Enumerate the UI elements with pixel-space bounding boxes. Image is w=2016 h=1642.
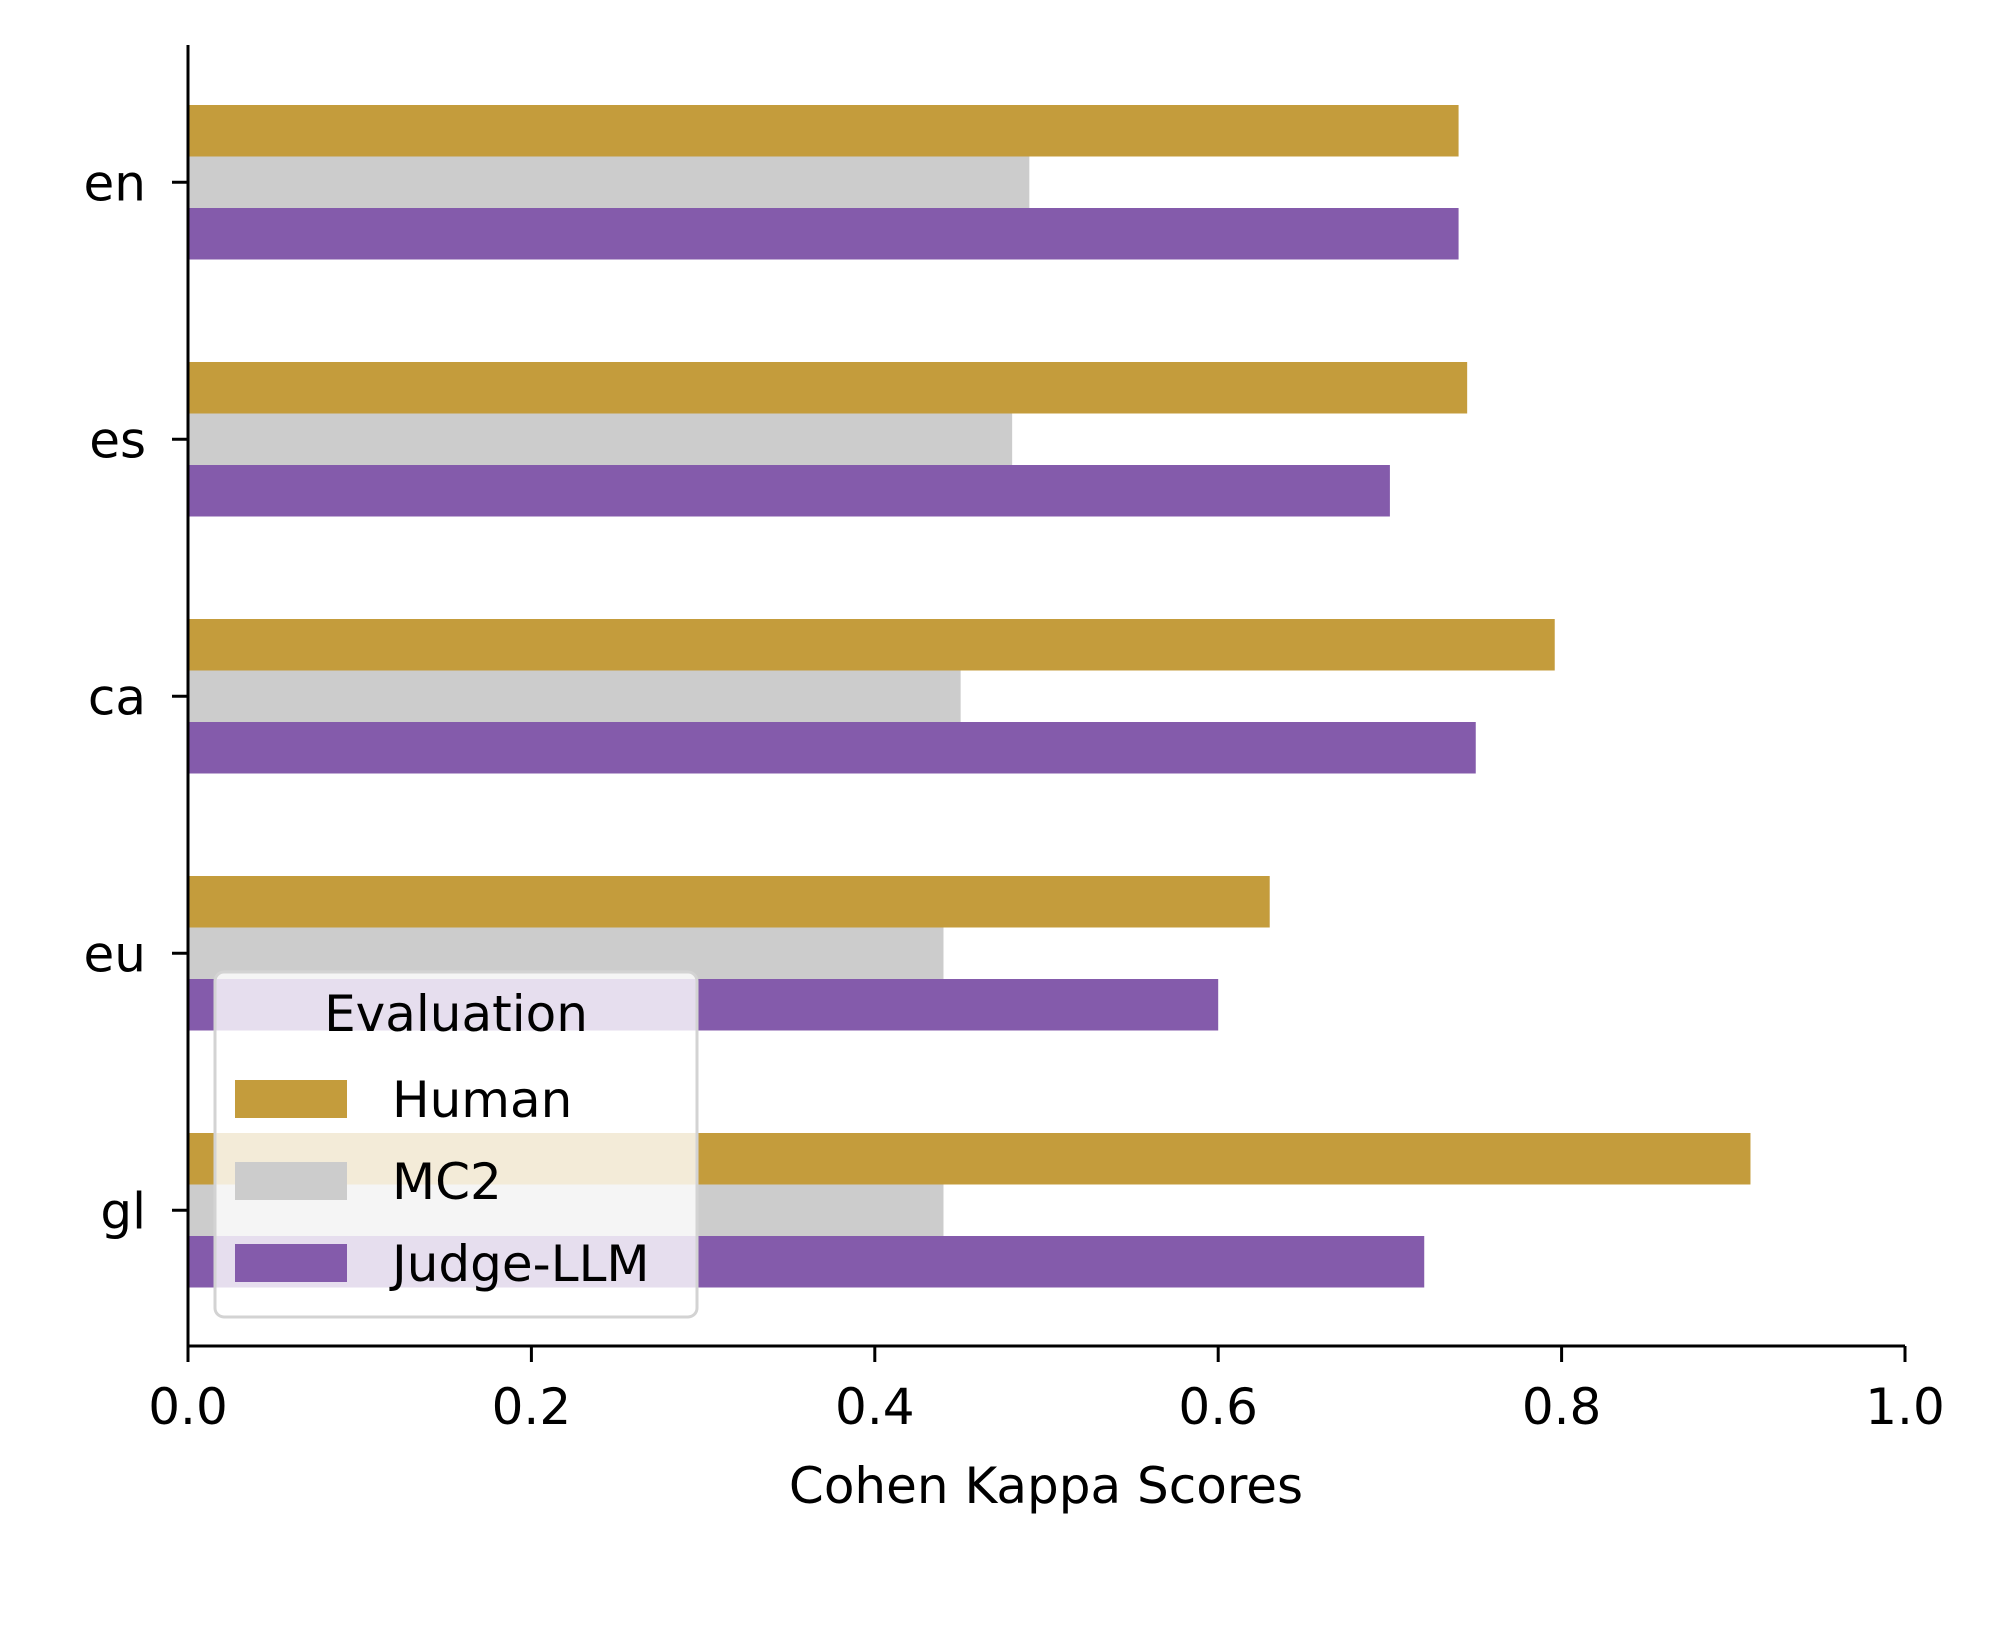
y-tick-label: gl	[100, 1182, 146, 1240]
legend-label: Human	[392, 1071, 572, 1129]
legend-items: Human MC2 Judge-LLM	[235, 1071, 650, 1293]
x-tick-label: 0.6	[1178, 1378, 1258, 1436]
y-tick-label: eu	[84, 925, 146, 983]
x-tick-label: 0.2	[492, 1378, 572, 1436]
bar-en-mc2	[188, 156, 1030, 208]
bar-es-human	[188, 362, 1468, 414]
legend-label: MC2	[392, 1153, 502, 1211]
bars-layer	[188, 105, 1751, 1288]
bar-ca-human	[188, 619, 1555, 671]
legend-label: Judge-LLM	[389, 1235, 650, 1293]
y-tick-label: en	[84, 154, 146, 212]
x-tick-label: 0.4	[835, 1378, 915, 1436]
legend-swatch	[235, 1080, 347, 1118]
bar-ca-mc2	[188, 670, 961, 722]
y-tick-label: es	[89, 411, 146, 469]
legend-swatch	[235, 1244, 347, 1282]
bar-eu-human	[188, 876, 1270, 928]
x-tick-label: 0.8	[1522, 1378, 1602, 1436]
y-tick-label: ca	[88, 668, 146, 726]
x-ticks: 0.0 0.2 0.4 0.6 0.8 1.0	[148, 1346, 1945, 1436]
bar-ca-judge-llm	[188, 722, 1476, 774]
bar-eu-mc2	[188, 927, 944, 979]
x-tick-label: 1.0	[1865, 1378, 1945, 1436]
bar-es-judge-llm	[188, 465, 1390, 517]
bar-en-judge-llm	[188, 208, 1459, 260]
x-axis-label: Cohen Kappa Scores	[789, 1457, 1303, 1515]
legend: Evaluation Human MC2 Judge-LLM	[213, 970, 699, 1319]
legend-frame	[213, 970, 699, 1319]
bar-es-mc2	[188, 413, 1013, 465]
legend-swatch	[235, 1162, 347, 1200]
y-ticks: en es ca eu gl	[84, 154, 188, 1240]
legend-title: Evaluation	[324, 985, 588, 1043]
x-tick-label: 0.0	[148, 1378, 228, 1436]
bar-en-human	[188, 105, 1459, 157]
